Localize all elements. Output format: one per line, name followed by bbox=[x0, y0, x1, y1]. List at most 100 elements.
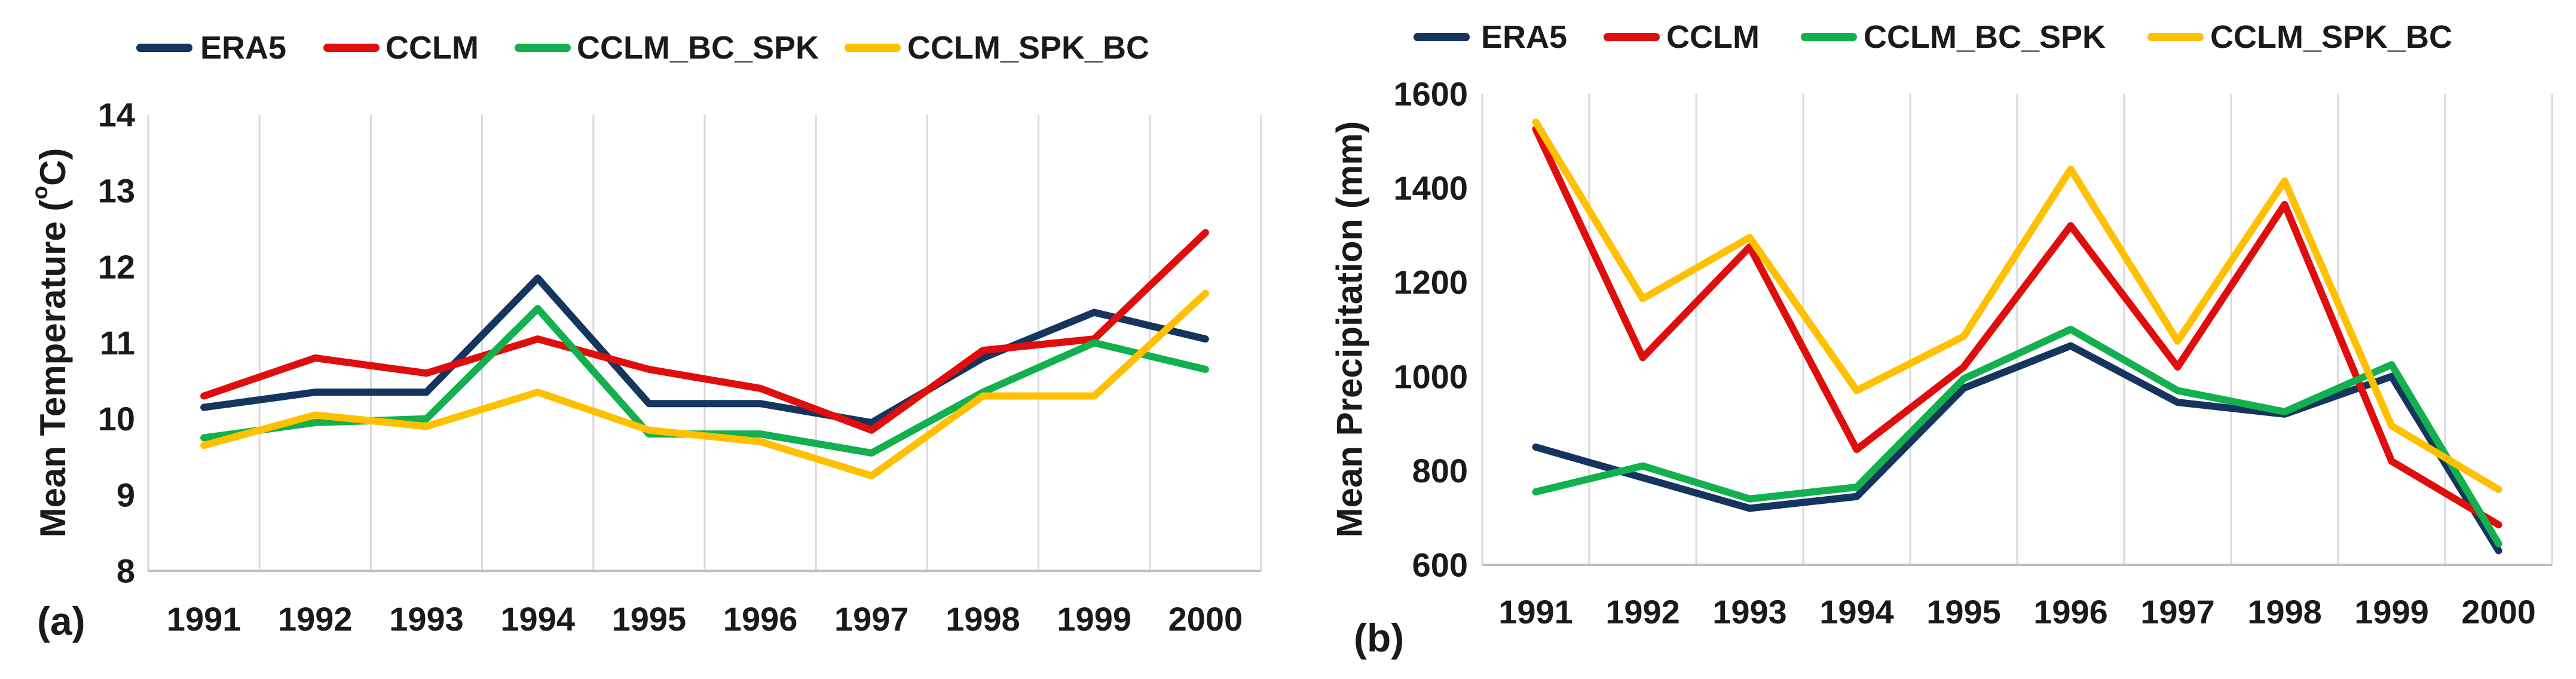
data-point-cclm bbox=[2388, 458, 2396, 465]
data-point-cclm bbox=[200, 393, 207, 400]
x-tick-label: 1994 bbox=[500, 600, 575, 638]
data-point-cclm-spk-bc bbox=[1853, 387, 1861, 394]
data-point-era5 bbox=[200, 404, 207, 411]
data-point-era5 bbox=[1091, 309, 1098, 316]
y-tick-label: 9 bbox=[117, 476, 135, 513]
data-point-cclm-bc-spk bbox=[423, 415, 430, 423]
data-point-cclm-spk-bc bbox=[2495, 486, 2502, 493]
data-point-cclm-bc-spk bbox=[868, 449, 875, 457]
y-axis-label: Mean Precipitation (mm) bbox=[1330, 121, 1370, 538]
series-line-cclm bbox=[200, 229, 1209, 434]
data-point-cclm-bc-spk bbox=[2281, 408, 2289, 415]
legend-label-cclm-spk-bc: CCLM_SPK_BC bbox=[2210, 19, 2452, 55]
data-point-cclm-bc-spk bbox=[1746, 496, 1754, 503]
y-tick-label: 1200 bbox=[1393, 264, 1468, 301]
x-tick-label: 2000 bbox=[2461, 593, 2536, 631]
data-point-cclm-spk-bc bbox=[757, 438, 764, 445]
data-point-cclm bbox=[311, 354, 319, 362]
x-tick-label: 1993 bbox=[389, 600, 464, 638]
panel-label: (a) bbox=[37, 599, 85, 643]
data-point-cclm-spk-bc bbox=[1960, 333, 1968, 340]
y-tick-label: 12 bbox=[98, 248, 135, 286]
x-tick-label: 2000 bbox=[1168, 600, 1243, 638]
legend-label-cclm: CCLM bbox=[1666, 19, 1760, 55]
data-point-era5 bbox=[1532, 444, 1540, 451]
y-tick-label: 14 bbox=[98, 96, 135, 134]
legend-label-cclm-bc-spk: CCLM_BC_SPK bbox=[1864, 19, 2106, 55]
y-tick-label: 1000 bbox=[1393, 357, 1468, 395]
data-point-cclm bbox=[423, 369, 430, 377]
data-point-era5 bbox=[423, 389, 430, 396]
x-tick-label: 1992 bbox=[278, 600, 353, 638]
data-point-cclm bbox=[2281, 201, 2289, 208]
data-point-cclm bbox=[534, 335, 541, 342]
y-tick-label: 8 bbox=[117, 552, 135, 590]
data-point-cclm-bc-spk bbox=[1960, 375, 1968, 383]
data-point-cclm-spk-bc bbox=[2067, 166, 2075, 173]
x-tick-label: 1994 bbox=[1819, 593, 1894, 631]
x-tick-label: 1997 bbox=[2140, 593, 2215, 631]
data-point-era5 bbox=[534, 274, 541, 282]
legend-label-cclm-spk-bc: CCLM_SPK_BC bbox=[907, 30, 1149, 66]
y-tick-label: 1400 bbox=[1393, 169, 1468, 207]
x-tick-label: 1997 bbox=[834, 600, 909, 638]
x-tick-label: 1991 bbox=[1498, 593, 1573, 631]
x-tick-label: 1998 bbox=[946, 600, 1020, 638]
y-tick-label: 1600 bbox=[1393, 75, 1468, 113]
data-point-cclm-bc-spk bbox=[1202, 366, 1209, 373]
data-point-cclm bbox=[2067, 222, 2075, 230]
y-tick-label: 800 bbox=[1412, 452, 1468, 490]
data-point-cclm bbox=[1202, 229, 1209, 236]
data-point-cclm-spk-bc bbox=[1639, 295, 1647, 302]
data-point-cclm bbox=[2174, 363, 2182, 371]
data-point-era5 bbox=[1746, 504, 1754, 512]
data-point-cclm-spk-bc bbox=[200, 442, 207, 449]
x-tick-label: 1999 bbox=[1057, 600, 1131, 638]
series-line-cclm-spk-bc bbox=[1532, 118, 2502, 493]
data-point-cclm-bc-spk bbox=[757, 430, 764, 438]
data-point-cclm bbox=[1853, 446, 1861, 453]
data-point-cclm-spk-bc bbox=[534, 389, 541, 396]
data-point-era5 bbox=[2495, 547, 2502, 554]
data-point-cclm-spk-bc bbox=[1091, 393, 1098, 400]
panel-b-precipitation-chart: 600 800 1000 1200 1400 1600 1991 1992 1993 1994 19… bbox=[1330, 19, 2553, 660]
data-point-cclm-spk-bc bbox=[2281, 178, 2289, 185]
data-point-cclm-spk-bc bbox=[980, 393, 987, 400]
data-point-cclm-spk-bc bbox=[311, 411, 319, 418]
legend-label-cclm: CCLM bbox=[386, 30, 479, 66]
series-line-era5 bbox=[200, 274, 1209, 427]
data-point-cclm-bc-spk bbox=[1853, 484, 1861, 491]
data-point-era5 bbox=[1639, 474, 1647, 481]
data-point-cclm-spk-bc bbox=[423, 423, 430, 430]
panel-label: (b) bbox=[1354, 616, 1404, 660]
data-point-cclm bbox=[1639, 354, 1647, 361]
data-point-cclm-spk-bc bbox=[1746, 234, 1754, 241]
data-point-cclm-spk-bc bbox=[2174, 338, 2182, 345]
x-tick-label: 1992 bbox=[1605, 593, 1680, 631]
y-axis-label: Mean Temperature (oC) bbox=[27, 148, 73, 538]
x-tick-label: 1996 bbox=[723, 600, 798, 638]
data-point-era5 bbox=[1853, 493, 1861, 500]
x-tick-label: 1999 bbox=[2354, 593, 2429, 631]
data-point-cclm-bc-spk bbox=[1091, 340, 1098, 347]
data-point-era5 bbox=[1202, 335, 1209, 342]
series-line-cclm bbox=[1532, 126, 2502, 529]
data-point-cclm-bc-spk bbox=[2388, 361, 2396, 368]
data-point-cclm-bc-spk bbox=[200, 434, 207, 441]
panel-a-temperature-chart: 8 9 10 11 12 13 14 1991 1992 1993 1994 1995 1996 1997… bbox=[27, 30, 1262, 643]
data-point-cclm bbox=[1960, 363, 1968, 371]
x-tick-label: 1995 bbox=[612, 600, 687, 638]
data-point-cclm-bc-spk bbox=[311, 419, 319, 426]
data-point-cclm bbox=[757, 385, 764, 392]
data-point-cclm-spk-bc bbox=[1532, 118, 1540, 126]
x-tick-label: 1993 bbox=[1712, 593, 1787, 631]
data-point-cclm-bc-spk bbox=[2174, 387, 2182, 394]
data-point-cclm-spk-bc bbox=[868, 472, 875, 479]
legend-label-cclm-bc-spk: CCLM_BC_SPK bbox=[577, 30, 819, 66]
data-point-era5 bbox=[2067, 342, 2075, 350]
y-tick-label: 13 bbox=[98, 172, 135, 210]
data-point-cclm-spk-bc bbox=[2388, 423, 2396, 430]
data-point-cclm bbox=[980, 347, 987, 354]
data-point-cclm-bc-spk bbox=[1639, 463, 1647, 470]
